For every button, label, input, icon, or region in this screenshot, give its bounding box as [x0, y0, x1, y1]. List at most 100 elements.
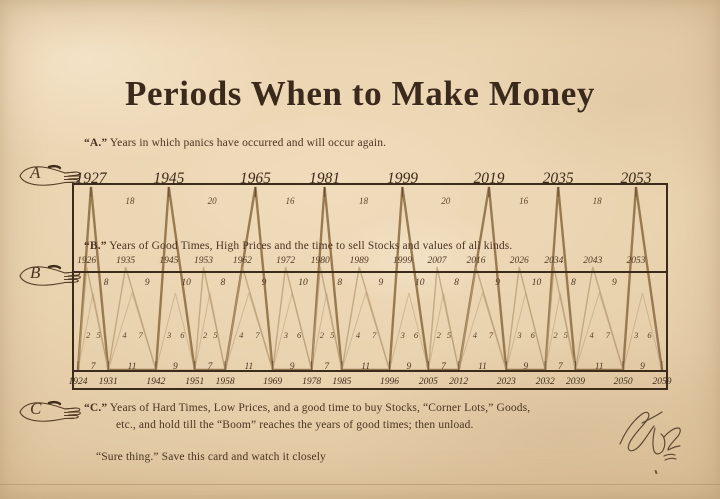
interval-label-b: 9 [612, 278, 617, 288]
mid-marker: 4 [589, 330, 594, 340]
interval-label-c: 9 [289, 362, 295, 372]
interval-label-a: 18 [592, 196, 602, 206]
year-label-b: 1945 [159, 256, 179, 266]
interval-label-a: 20 [207, 196, 217, 206]
year-label-a: 2019 [473, 170, 505, 187]
mid-marker: 2 [553, 330, 558, 340]
caption-a: “A.” Years in which panics have occurred… [84, 137, 386, 149]
interval-label-b: 10 [531, 278, 542, 288]
year-label-b: 1962 [232, 256, 252, 266]
year-label-a: 1965 [239, 170, 271, 187]
caption-b-key: “B.” [84, 240, 107, 252]
mid-marker: 5 [563, 330, 568, 340]
mid-marker: 6 [530, 330, 535, 340]
signature [612, 404, 688, 466]
mid-marker: 7 [488, 330, 494, 340]
year-label-b: 2026 [509, 256, 529, 266]
handwritten-signature-icon [619, 411, 681, 461]
mid-marker: 7 [138, 330, 143, 340]
paper-bottom-edge [0, 484, 720, 485]
year-label-b: 1926 [77, 256, 97, 266]
interval-label-b: 8 [337, 278, 343, 288]
year-label-c: 1942 [146, 377, 166, 387]
mid-marker: 6 [297, 330, 302, 340]
year-label-a: 1927 [75, 170, 107, 187]
mid-marker: 4 [122, 330, 127, 340]
interval-label-b: 10 [181, 278, 191, 288]
year-label-a: 1981 [309, 170, 341, 187]
interval-label-c: 7 [207, 362, 213, 372]
caption-b: “B.” Years of Good Times, High Prices an… [84, 240, 512, 252]
year-label-a: 2035 [542, 170, 574, 187]
mid-marker: 2 [436, 330, 441, 340]
pointer-label-b: B [30, 263, 41, 282]
interval-label-c: 11 [361, 362, 371, 372]
pointing-hand-icon [19, 264, 81, 286]
pointer-marker-b: B [18, 262, 84, 288]
interval-label-c: 9 [406, 362, 412, 372]
year-label-b: 1972 [276, 256, 296, 266]
mid-marker: 3 [166, 330, 172, 340]
year-label-c: 2032 [535, 377, 555, 387]
pointer-label-c: C [30, 399, 42, 418]
chart-frame [72, 183, 668, 390]
mid-marker: 6 [413, 330, 419, 340]
year-label-c: 2059 [652, 377, 672, 387]
interval-label-c: 9 [640, 362, 645, 372]
pointer-label-a: A [30, 163, 41, 182]
year-label-a: 2053 [620, 170, 652, 187]
mid-marker: 2 [319, 330, 325, 340]
mid-marker: 2 [86, 330, 91, 340]
year-label-a: 1945 [153, 170, 185, 187]
year-label-b: 1989 [349, 256, 369, 266]
mid-marker: 2 [202, 330, 208, 340]
interval-label-b: 9 [495, 278, 500, 288]
interval-label-c: 7 [90, 362, 96, 372]
year-label-c: 2050 [613, 377, 633, 387]
year-label-c: 1996 [379, 377, 399, 387]
interval-label-b: 8 [103, 278, 109, 288]
interval-label-b: 8 [570, 278, 576, 288]
interval-label-a: 18 [359, 196, 368, 206]
mid-marker: 5 [213, 330, 218, 340]
interval-label-c: 7 [324, 362, 330, 372]
interval-label-c: 11 [594, 362, 604, 372]
chart-divider-b [72, 271, 668, 273]
interval-label-b: 9 [378, 278, 384, 288]
year-label-b: 2016 [466, 256, 486, 266]
year-label-b: 1999 [392, 256, 412, 266]
interval-label-a: 16 [285, 196, 295, 206]
caption-c: “C.” Years of Hard Times, Low Prices, an… [84, 402, 530, 414]
year-label-a: 1999 [386, 170, 418, 187]
mid-marker: 7 [372, 330, 377, 340]
caption-c-line2: etc., and hold till the “Boom” reaches t… [116, 419, 474, 431]
interval-label-b: 10 [298, 278, 308, 288]
footer-note: “Sure thing.” Save this card and watch i… [96, 451, 326, 463]
mid-marker: 7 [255, 330, 260, 340]
pointing-hand-icon [19, 164, 81, 186]
year-label-b: 2034 [544, 256, 564, 266]
caption-a-key: “A.” [84, 137, 108, 149]
interval-label-c: 11 [244, 362, 254, 372]
year-label-b: 1935 [116, 256, 136, 266]
interval-label-a: 16 [519, 196, 529, 206]
mid-marker: 3 [517, 330, 522, 340]
year-label-b: 1953 [193, 256, 213, 266]
year-label-b: 1980 [310, 256, 330, 266]
mid-marker: 3 [283, 330, 289, 340]
caption-c-text: Years of Hard Times, Low Prices, and a g… [107, 402, 531, 414]
year-label-c: 1969 [263, 377, 283, 387]
caption-b-text: Years of Good Times, High Prices and the… [106, 240, 513, 252]
year-label-c: 1931 [98, 377, 118, 387]
interval-label-a: 20 [441, 196, 451, 206]
interval-label-b: 9 [261, 278, 267, 288]
year-label-c: 2012 [449, 377, 469, 387]
mid-marker: 3 [400, 330, 405, 340]
cycle-chart [72, 183, 668, 390]
pointer-marker-a: A [18, 162, 84, 188]
year-label-c: 2005 [418, 377, 438, 387]
mid-marker: 5 [96, 330, 101, 340]
mid-marker: 4 [355, 330, 361, 340]
mid-marker: 5 [446, 330, 452, 340]
